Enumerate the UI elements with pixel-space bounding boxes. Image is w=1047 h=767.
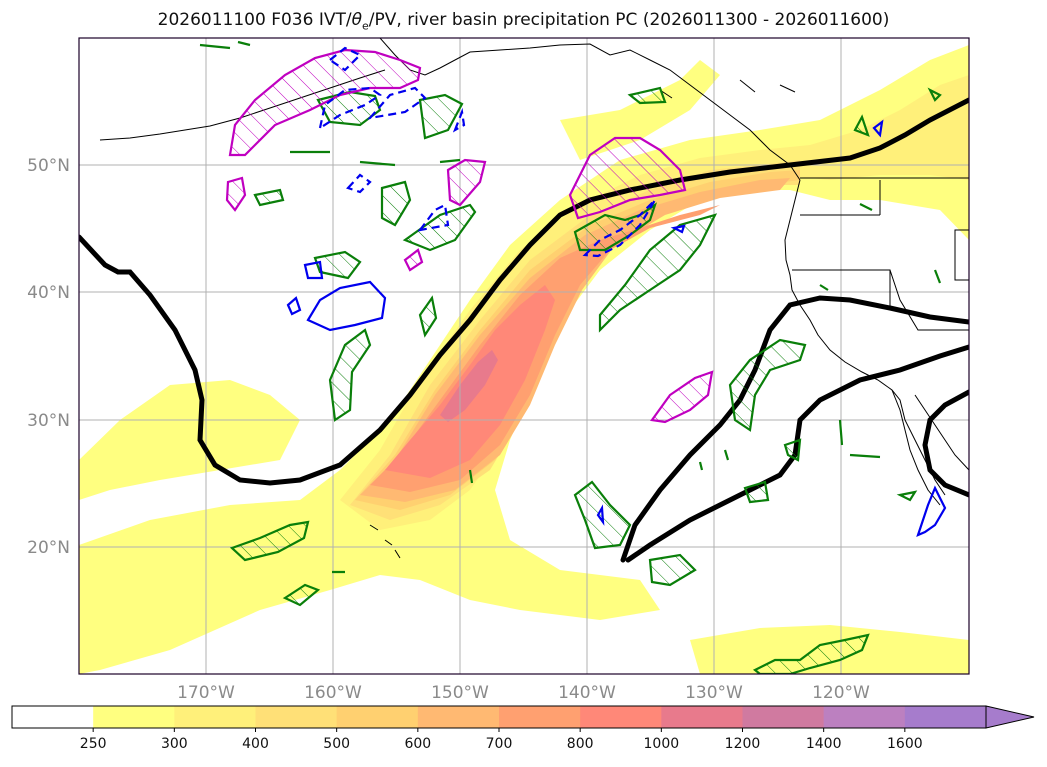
blue-dashed-contours [318, 46, 656, 258]
ivt-band-250-west [79, 380, 300, 500]
colorbar-segment [742, 706, 825, 728]
colorbar-segment [661, 706, 744, 728]
green-contour [927, 87, 942, 102]
blue-contour [596, 504, 605, 526]
colorbar-segment [93, 706, 175, 728]
blue-contour [872, 119, 884, 138]
green-contour [573, 202, 658, 252]
blue-contour [286, 296, 302, 316]
colorbar-segment [499, 706, 581, 728]
colorbar-tick-label: 500 [323, 736, 350, 752]
blue-contour [303, 260, 324, 280]
colorbar-tick-label: 1400 [806, 736, 842, 752]
green-contour [380, 180, 412, 227]
green-contour [418, 295, 438, 338]
lat-label-30n: 30°N [27, 411, 70, 431]
lon-label-130w: 130°W [685, 683, 743, 703]
chart-title: 2026011100 F036 IVT/θe/PV, river basin p… [157, 10, 890, 33]
colorbar-tick-label: 1200 [725, 736, 761, 752]
blue-contour [670, 224, 686, 234]
alaska-coast [379, 38, 801, 181]
black-contour-main [79, 97, 969, 486]
colorbar-tick-label: 800 [567, 736, 594, 752]
colorbar-segment [580, 706, 662, 728]
green-contour [253, 188, 285, 207]
blue-dashed-contour [318, 86, 382, 131]
blue-dashed-contour [417, 203, 450, 232]
colorbar-segment [255, 706, 338, 728]
colorbar-segment [823, 706, 906, 728]
green-contour [229, 520, 310, 562]
green-contour [418, 93, 464, 140]
baja-california [891, 389, 941, 506]
map-frame [78, 37, 970, 675]
us-west-coast [784, 179, 946, 496]
colorbar-tick-label: 1600 [887, 736, 923, 752]
colorbar-tick-label: 700 [486, 736, 513, 752]
hawaii [369, 524, 401, 559]
colorbar-segment [904, 706, 987, 728]
blue-dashed-contour [582, 199, 656, 258]
lon-label-160w: 160°W [304, 683, 362, 703]
theta-e-contours [79, 97, 969, 563]
colorbar-tick-label: 300 [161, 736, 188, 752]
green-contour [282, 583, 321, 607]
magenta-contour [403, 248, 424, 272]
lon-label-120w: 120°W [812, 683, 870, 703]
colorbar-tick-label: 600 [404, 736, 431, 752]
colorbar-segment [174, 706, 257, 728]
state-borders [792, 180, 969, 331]
colorbar-segment [12, 706, 94, 728]
colorbar-tick-label: 400 [242, 736, 269, 752]
colorbar-segment [417, 706, 500, 728]
colorbar-tick-label: 1000 [644, 736, 680, 752]
green-contour [598, 213, 718, 333]
magenta-contour [228, 48, 422, 157]
green-contour [752, 633, 870, 674]
green-contour [896, 490, 918, 502]
ivt-band-250-nw [560, 60, 720, 160]
colorbar-extend-arrow [985, 705, 1035, 729]
lon-label-170w: 170°W [177, 683, 235, 703]
green-contour [783, 438, 802, 462]
graticule [79, 38, 969, 674]
blue-contour [916, 485, 947, 537]
green-contour [627, 86, 667, 105]
green-contour [313, 250, 362, 280]
magenta-contour [446, 158, 487, 207]
green-contour-lines [199, 40, 942, 574]
green-contour [199, 40, 942, 574]
colorbar-tick-label: 250 [80, 736, 107, 752]
lon-label-140w: 140°W [558, 683, 616, 703]
magenta-contour [225, 176, 247, 212]
gulf-of-california [914, 394, 969, 471]
magenta-contours [225, 48, 714, 424]
ivt-band-1000 [440, 350, 498, 422]
green-contour [648, 553, 697, 587]
magenta-contour [568, 136, 687, 220]
black-contour-gulf [922, 389, 969, 498]
green-contour [853, 114, 870, 137]
lat-label-40n: 40°N [27, 283, 70, 303]
green-contour [402, 203, 477, 252]
map-area [79, 38, 969, 674]
green-contours [229, 86, 942, 674]
magenta-contour [650, 370, 714, 424]
black-contour-east [620, 295, 969, 563]
blue-contours [286, 119, 947, 537]
blue-dashed-contour [346, 173, 372, 194]
blue-contour [306, 280, 387, 332]
green-contour [743, 480, 770, 504]
colorbar: 250 300 400 500 600 700 800 1000 1200 1400 1600 [11, 705, 1035, 752]
lon-label-150w: 150°W [431, 683, 489, 703]
lat-label-20n: 20°N [27, 538, 70, 558]
colorbar-segment [336, 706, 419, 728]
green-contour [728, 338, 807, 432]
lat-label-50n: 50°N [27, 156, 70, 176]
green-contour [328, 328, 372, 422]
